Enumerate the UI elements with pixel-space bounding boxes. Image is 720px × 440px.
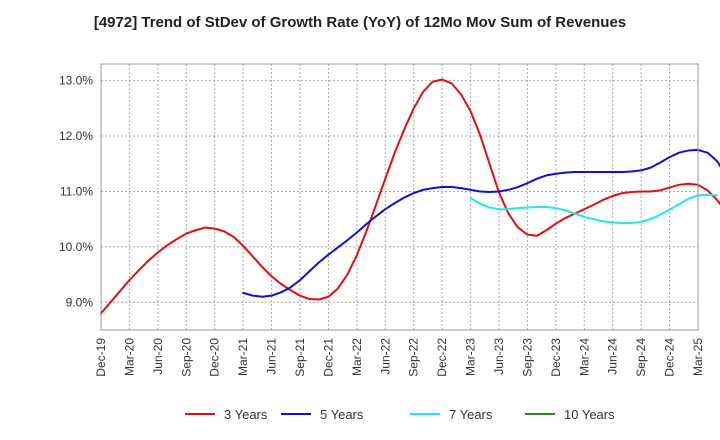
series-layer — [100, 78, 720, 315]
x-tick-label: Jun-24 — [606, 338, 620, 375]
series-line-5-years — [242, 148, 720, 298]
y-tick-label: 9.0% — [66, 295, 94, 309]
legend-label: 10 Years — [564, 407, 615, 422]
x-tick-label: Jun-23 — [492, 338, 506, 375]
x-tick-label: Sep-20 — [179, 338, 193, 377]
x-tick-label: Sep-24 — [634, 338, 648, 377]
x-tick-label: Jun-22 — [378, 338, 392, 375]
y-tick-label: 13.0% — [59, 74, 93, 88]
x-tick-label: Mar-21 — [236, 338, 250, 376]
x-tick-label: Mar-25 — [691, 338, 705, 376]
chart-title: [4972] Trend of StDev of Growth Rate (Yo… — [93, 14, 627, 31]
y-tick-label: 11.0% — [60, 184, 93, 198]
x-tick-label: Sep-21 — [293, 338, 307, 377]
x-tick-label: Dec-23 — [549, 338, 563, 377]
x-tick-label: Jun-21 — [265, 338, 279, 375]
x-tick-label: Mar-22 — [350, 338, 364, 376]
series-line-7-years — [469, 193, 718, 225]
x-tick-label: Mar-23 — [464, 338, 478, 376]
legend-label: 7 Years — [449, 407, 493, 422]
x-tick-label: Mar-20 — [122, 338, 136, 376]
x-tick-label: Jun-20 — [151, 338, 165, 375]
x-tick-label: Dec-22 — [435, 338, 449, 377]
x-tick-label: Dec-24 — [663, 338, 677, 377]
y-tick-label: 10.0% — [59, 240, 93, 254]
x-tick-label: Dec-19 — [94, 338, 108, 377]
x-tick-label: Dec-21 — [321, 338, 335, 377]
legend-label: 3 Years — [224, 407, 268, 422]
x-tick-label: Mar-24 — [577, 338, 591, 376]
x-tick-label: Sep-23 — [520, 338, 534, 377]
legend-label: 5 Years — [320, 407, 364, 422]
y-tick-label: 12.0% — [59, 129, 93, 143]
series-line-3-years — [100, 78, 720, 315]
x-tick-label: Sep-22 — [407, 338, 421, 377]
plot-frame — [100, 63, 699, 331]
legend: 3 Years 5 Years 7 Years 10 Years — [185, 407, 615, 422]
tick-layer: 9.0% 10.0% 11.0% 12.0% 13.0% Dec-19 Mar-20 Jun-… — [59, 74, 705, 377]
x-tick-label: Dec-20 — [208, 338, 222, 377]
